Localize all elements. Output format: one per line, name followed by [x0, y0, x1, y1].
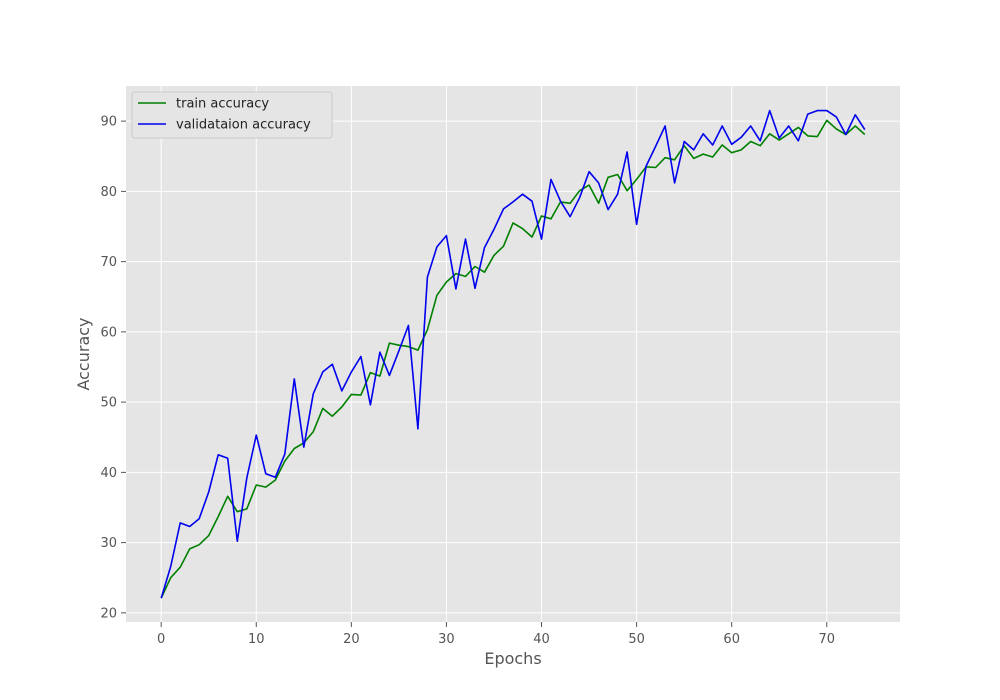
x-tick-label: 20 — [343, 632, 360, 647]
y-tick-label: 60 — [100, 325, 117, 340]
series-line-validation-accuracy — [160, 109, 866, 599]
x-tick-label: 10 — [248, 632, 265, 647]
gridlines — [126, 86, 900, 622]
y-tick-label: 50 — [100, 396, 117, 411]
legend-box — [131, 91, 333, 139]
plot-area — [126, 86, 900, 622]
y-tick-label: 20 — [100, 606, 117, 621]
x-axis-label: Epochs — [484, 649, 541, 668]
legend-label-train-accuracy: train accuracy — [176, 97, 269, 112]
series-line-train-accuracy — [160, 119, 866, 599]
x-tick-label: 30 — [438, 632, 455, 647]
x-tick-label: 70 — [819, 632, 836, 647]
series-lines — [160, 109, 866, 599]
x-tick-label: 40 — [533, 632, 550, 647]
x-axis-ticks: 0 10 20 30 40 50 60 70 — [157, 622, 835, 647]
x-tick-label: 60 — [723, 632, 740, 647]
y-axis-label: Accuracy — [74, 317, 93, 390]
y-axis-ticks: 20 30 40 50 60 70 80 90 — [100, 115, 126, 621]
x-tick-label: 0 — [157, 632, 165, 647]
y-tick-label: 80 — [100, 185, 117, 200]
y-tick-label: 70 — [100, 255, 117, 270]
y-tick-label: 30 — [100, 536, 117, 551]
legend-label-validation-accuracy: validataion accuracy — [176, 118, 311, 133]
y-tick-label: 90 — [100, 115, 117, 130]
x-tick-label: 50 — [628, 632, 645, 647]
y-tick-label: 40 — [100, 466, 117, 481]
legend: train accuracy validataion accuracy — [131, 91, 333, 139]
